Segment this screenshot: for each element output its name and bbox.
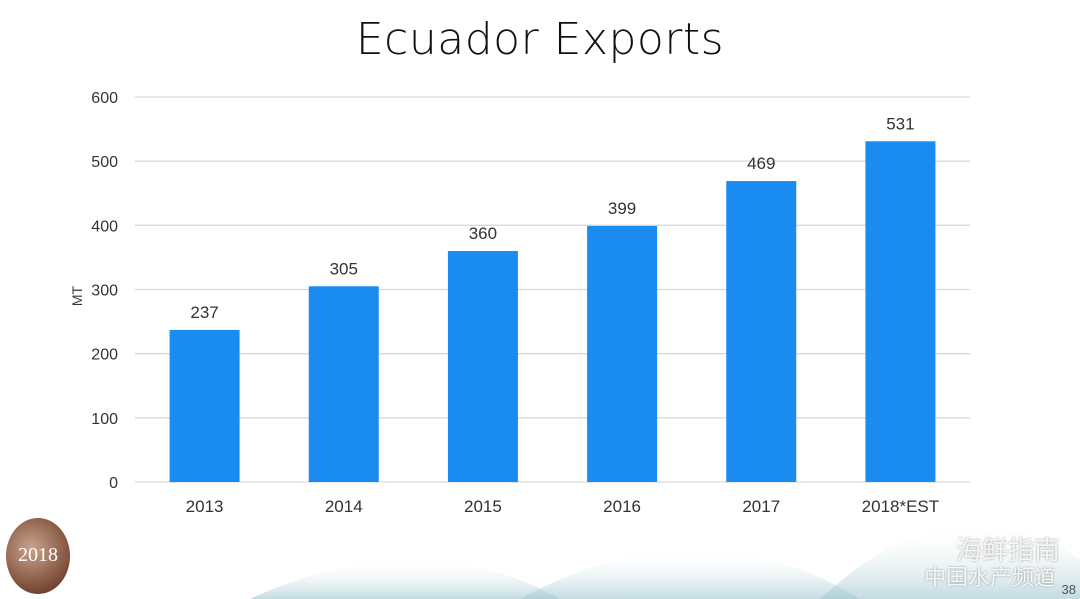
x-tick-label: 2018*EST [862, 497, 940, 516]
data-label: 469 [747, 154, 775, 173]
chart-title: Ecuador Exports [355, 14, 725, 65]
y-tick-label: 600 [91, 90, 118, 107]
bar [587, 225, 658, 482]
x-tick-label: 2014 [325, 497, 363, 516]
data-label: 399 [608, 199, 636, 218]
data-label: 237 [190, 303, 218, 322]
x-tick-label: 2015 [464, 497, 502, 516]
x-tick-label: 2016 [603, 497, 641, 516]
conference-logo: 2018 [6, 518, 70, 594]
bar [169, 329, 240, 482]
bar [865, 141, 936, 482]
y-tick-label: 0 [109, 475, 118, 492]
logo-text: 2018 [18, 544, 58, 566]
y-tick-label: 500 [91, 154, 118, 171]
watermark-channel: 中国水产频道 [923, 565, 1056, 590]
y-tick-label: 100 [91, 411, 118, 428]
y-tick-label: 400 [91, 218, 118, 235]
data-label: 531 [886, 114, 914, 133]
page-number: 38 [1061, 582, 1076, 597]
data-label: 305 [330, 259, 358, 278]
bar [447, 251, 518, 482]
x-tick-label: 2013 [186, 497, 224, 516]
data-label: 360 [469, 224, 497, 243]
bar [308, 286, 379, 482]
y-tick-label: 300 [91, 283, 118, 300]
y-axis-label: MT [69, 285, 85, 306]
y-tick-label: 200 [91, 347, 118, 364]
x-tick-label: 2017 [742, 497, 780, 516]
watermark: 海鲜指南 [955, 535, 1060, 565]
bar [726, 181, 797, 482]
